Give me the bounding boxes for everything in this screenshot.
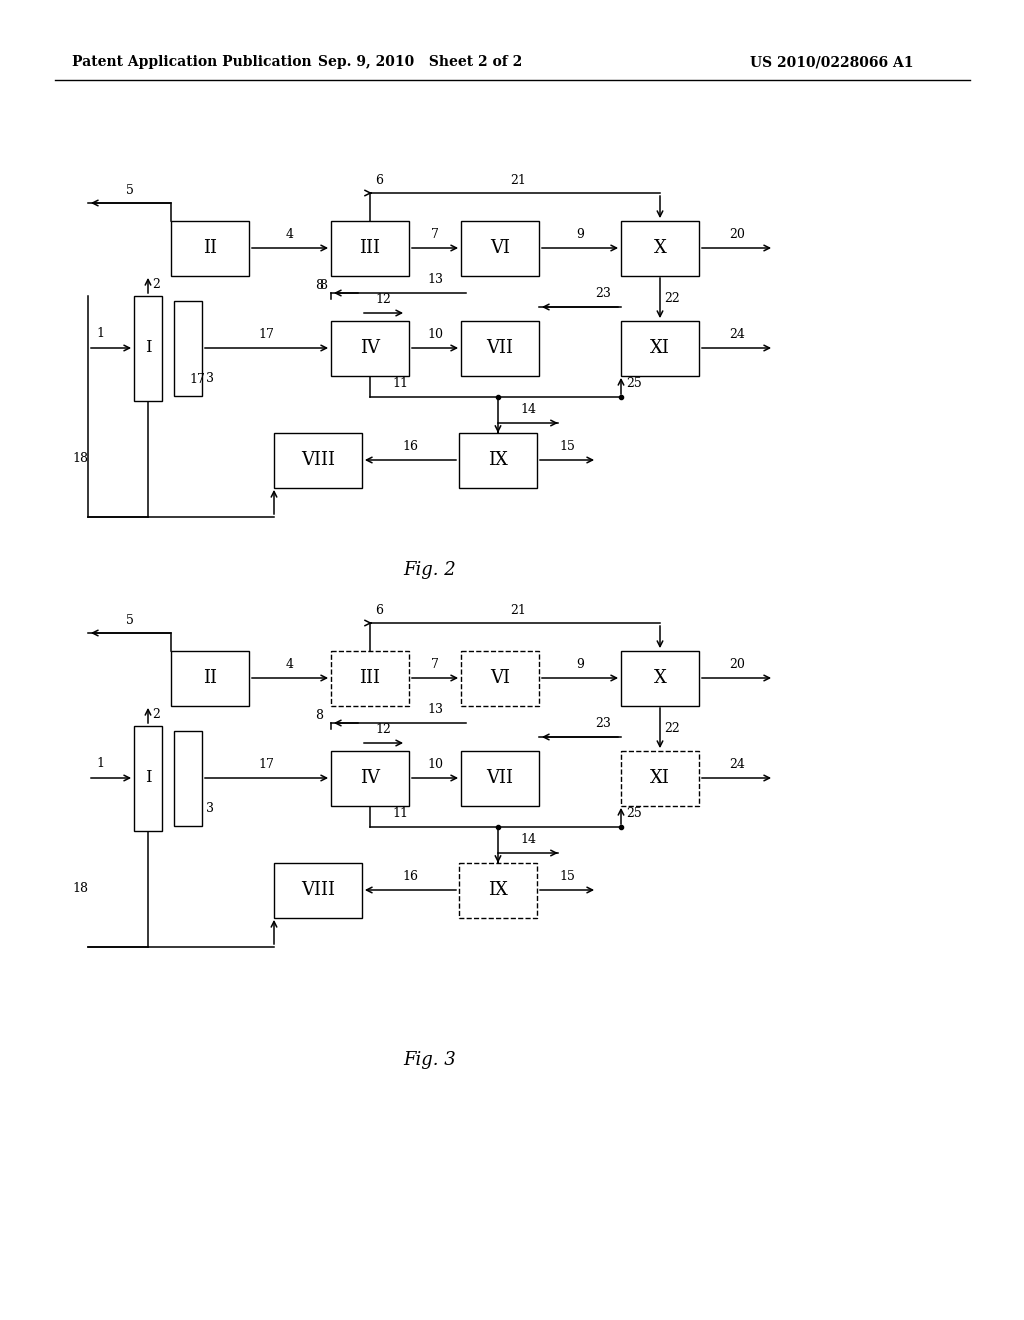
Text: X: X xyxy=(653,669,667,686)
Text: 9: 9 xyxy=(577,228,584,242)
Text: II: II xyxy=(203,669,217,686)
Bar xyxy=(459,433,537,487)
Bar xyxy=(459,862,537,917)
Bar xyxy=(171,220,249,276)
Text: 8: 8 xyxy=(319,279,327,292)
Text: 14: 14 xyxy=(520,833,536,846)
Text: 20: 20 xyxy=(729,228,744,242)
Text: 24: 24 xyxy=(729,758,744,771)
Text: II: II xyxy=(203,239,217,257)
Text: 10: 10 xyxy=(427,758,443,771)
Text: III: III xyxy=(359,669,381,686)
Text: I: I xyxy=(144,770,152,787)
Text: 3: 3 xyxy=(206,801,214,814)
Text: 16: 16 xyxy=(402,440,418,453)
Text: IV: IV xyxy=(360,770,380,787)
Text: XI: XI xyxy=(650,770,670,787)
Bar xyxy=(171,651,249,705)
Bar xyxy=(461,651,539,705)
Text: IX: IX xyxy=(488,451,508,469)
Text: VI: VI xyxy=(490,239,510,257)
Text: 14: 14 xyxy=(520,403,536,416)
Text: 12: 12 xyxy=(375,723,391,737)
Bar xyxy=(174,301,202,396)
Text: US 2010/0228066 A1: US 2010/0228066 A1 xyxy=(750,55,913,69)
Bar xyxy=(274,862,362,917)
Bar xyxy=(621,321,699,375)
Bar xyxy=(331,651,409,705)
Text: 6: 6 xyxy=(375,605,383,616)
Text: 21: 21 xyxy=(510,605,526,616)
Text: 16: 16 xyxy=(402,870,418,883)
Text: 18: 18 xyxy=(72,451,88,465)
Text: I: I xyxy=(144,339,152,356)
Text: Fig. 3: Fig. 3 xyxy=(403,1051,457,1069)
Text: 24: 24 xyxy=(729,327,744,341)
Text: Patent Application Publication: Patent Application Publication xyxy=(72,55,311,69)
Text: 17: 17 xyxy=(258,758,274,771)
Text: 7: 7 xyxy=(431,228,439,242)
Bar xyxy=(621,751,699,805)
Text: 2: 2 xyxy=(152,279,160,292)
Text: 13: 13 xyxy=(427,273,443,286)
Text: 5: 5 xyxy=(126,614,134,627)
Text: 5: 5 xyxy=(126,183,134,197)
Text: 3: 3 xyxy=(206,371,214,384)
Bar xyxy=(461,751,539,805)
Text: 25: 25 xyxy=(626,378,642,389)
Text: Fig. 2: Fig. 2 xyxy=(403,561,457,579)
Text: 22: 22 xyxy=(664,722,680,734)
Bar xyxy=(134,726,162,832)
Text: 12: 12 xyxy=(375,293,391,306)
Text: 15: 15 xyxy=(559,440,574,453)
Bar xyxy=(274,433,362,487)
Text: 4: 4 xyxy=(286,657,294,671)
Text: 13: 13 xyxy=(427,704,443,715)
Text: 17: 17 xyxy=(258,327,274,341)
Text: 8: 8 xyxy=(315,279,323,292)
Text: 9: 9 xyxy=(577,657,584,671)
Text: 1: 1 xyxy=(96,327,104,341)
Text: 8: 8 xyxy=(315,709,323,722)
Text: VII: VII xyxy=(486,339,513,356)
Text: 11: 11 xyxy=(392,807,408,820)
Text: X: X xyxy=(653,239,667,257)
Text: IV: IV xyxy=(360,339,380,356)
Bar xyxy=(621,220,699,276)
Bar xyxy=(174,731,202,826)
Bar xyxy=(461,220,539,276)
Text: 11: 11 xyxy=(392,378,408,389)
Text: 23: 23 xyxy=(595,286,611,300)
Text: 6: 6 xyxy=(375,174,383,187)
Text: VIII: VIII xyxy=(301,880,335,899)
Bar xyxy=(331,751,409,805)
Text: 1: 1 xyxy=(96,756,104,770)
Text: VI: VI xyxy=(490,669,510,686)
Text: 17: 17 xyxy=(189,374,205,385)
Text: III: III xyxy=(359,239,381,257)
Bar xyxy=(134,296,162,401)
Text: 23: 23 xyxy=(595,717,611,730)
Text: 25: 25 xyxy=(626,807,642,820)
Text: 10: 10 xyxy=(427,327,443,341)
Text: 7: 7 xyxy=(431,657,439,671)
Text: 21: 21 xyxy=(510,174,526,187)
Text: 4: 4 xyxy=(286,228,294,242)
Text: IX: IX xyxy=(488,880,508,899)
Text: Sep. 9, 2010   Sheet 2 of 2: Sep. 9, 2010 Sheet 2 of 2 xyxy=(317,55,522,69)
Text: XI: XI xyxy=(650,339,670,356)
Text: 15: 15 xyxy=(559,870,574,883)
Bar xyxy=(331,220,409,276)
Text: 20: 20 xyxy=(729,657,744,671)
Text: 18: 18 xyxy=(72,882,88,895)
Bar xyxy=(331,321,409,375)
Bar xyxy=(621,651,699,705)
Text: 22: 22 xyxy=(664,292,680,305)
Text: VIII: VIII xyxy=(301,451,335,469)
Bar xyxy=(461,321,539,375)
Text: 2: 2 xyxy=(152,709,160,722)
Text: VII: VII xyxy=(486,770,513,787)
